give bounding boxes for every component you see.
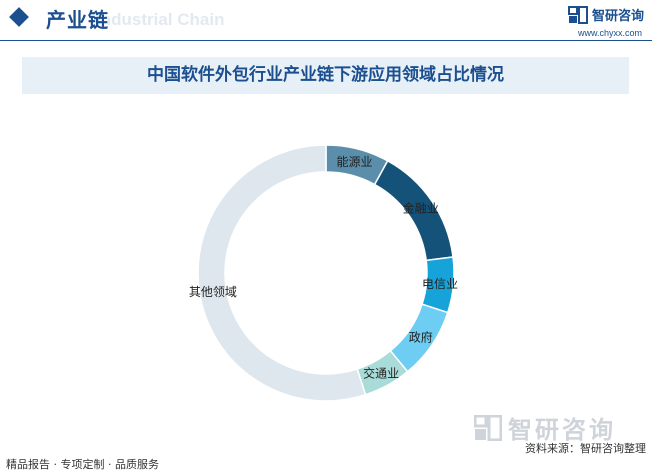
footer-tagline: 精品报告 · 专项定制 · 品质服务 — [6, 458, 159, 471]
chart-title-band: 中国软件外包行业产业链下游应用领域占比情况 — [22, 57, 629, 94]
watermark-name: 智研咨询 — [508, 416, 616, 444]
watermark-logo: 智研咨询 — [474, 410, 616, 445]
slice-label-5: 其他领域 — [189, 285, 237, 299]
brand-url: www.chyxx.com — [577, 28, 642, 38]
brand-name: 智研咨询 — [591, 9, 644, 24]
slice-label-1: 金融业 — [403, 201, 439, 216]
source-note: 资料来源：智研咨询整理 — [525, 442, 646, 455]
header-divider — [0, 40, 652, 41]
watermark-logo-icon — [474, 414, 502, 441]
slice-label-3: 政府 — [409, 329, 433, 344]
brand: 智研咨询 — [567, 5, 644, 24]
donut-slice-5 — [197, 144, 367, 402]
slice-label-2: 电信业 — [422, 277, 458, 291]
header-ghost-text: Industrial Chain — [96, 10, 225, 29]
section-title: 产业链 — [46, 8, 109, 32]
chart-title: 中国软件外包行业产业链下游应用领域占比情况 — [147, 65, 504, 85]
slice-label-0: 能源业 — [336, 155, 372, 169]
brand-logo-icon — [567, 5, 588, 24]
header: Industrial Chain 产业链 智研咨询 www.chyxx.com — [0, 0, 652, 40]
slice-label-4: 交通业 — [363, 365, 399, 380]
